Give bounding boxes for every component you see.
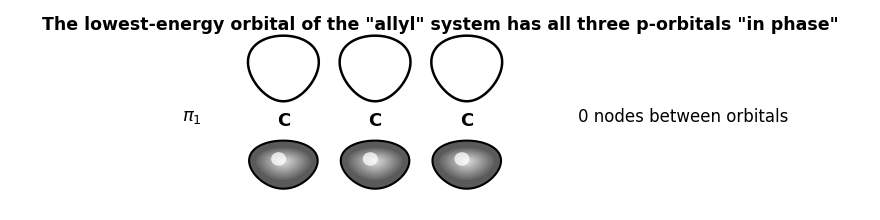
Polygon shape xyxy=(455,156,478,169)
Polygon shape xyxy=(363,156,386,169)
Polygon shape xyxy=(446,151,488,176)
Polygon shape xyxy=(340,36,410,101)
Polygon shape xyxy=(248,36,319,101)
Polygon shape xyxy=(458,157,476,167)
Polygon shape xyxy=(268,153,299,172)
Polygon shape xyxy=(281,160,286,163)
Polygon shape xyxy=(355,151,396,176)
Polygon shape xyxy=(373,160,378,163)
Polygon shape xyxy=(275,157,292,167)
Polygon shape xyxy=(449,152,485,174)
Text: C: C xyxy=(460,112,473,130)
Text: C: C xyxy=(369,112,382,130)
Polygon shape xyxy=(263,151,304,176)
Polygon shape xyxy=(368,158,382,166)
Polygon shape xyxy=(265,152,302,174)
Polygon shape xyxy=(272,156,295,169)
Polygon shape xyxy=(370,159,379,164)
Polygon shape xyxy=(465,160,469,163)
Polygon shape xyxy=(444,150,489,177)
Polygon shape xyxy=(269,154,297,171)
Polygon shape xyxy=(260,150,306,177)
Text: C: C xyxy=(276,112,290,130)
Polygon shape xyxy=(366,157,385,167)
Text: The lowest-energy orbital of the "allyl" system has all three p-orbitals "in pha: The lowest-energy orbital of the "allyl"… xyxy=(41,16,839,34)
Polygon shape xyxy=(439,148,495,180)
Polygon shape xyxy=(352,150,398,177)
Polygon shape xyxy=(442,149,492,179)
Polygon shape xyxy=(462,159,472,164)
Ellipse shape xyxy=(363,152,378,166)
Polygon shape xyxy=(451,153,483,172)
Polygon shape xyxy=(258,149,309,179)
Polygon shape xyxy=(249,141,318,189)
Ellipse shape xyxy=(271,152,286,166)
Polygon shape xyxy=(279,159,288,164)
Text: $\pi_1$: $\pi_1$ xyxy=(182,108,202,126)
Polygon shape xyxy=(356,152,393,174)
Text: 0 nodes between orbitals: 0 nodes between orbitals xyxy=(577,108,788,126)
Polygon shape xyxy=(453,154,480,171)
Polygon shape xyxy=(348,148,402,180)
Polygon shape xyxy=(350,149,400,179)
Polygon shape xyxy=(359,153,391,172)
Ellipse shape xyxy=(454,152,470,166)
Polygon shape xyxy=(432,141,501,189)
Polygon shape xyxy=(460,158,473,166)
Polygon shape xyxy=(341,141,409,189)
Polygon shape xyxy=(276,158,290,166)
Polygon shape xyxy=(362,154,389,171)
Polygon shape xyxy=(431,36,502,101)
Polygon shape xyxy=(256,148,311,180)
